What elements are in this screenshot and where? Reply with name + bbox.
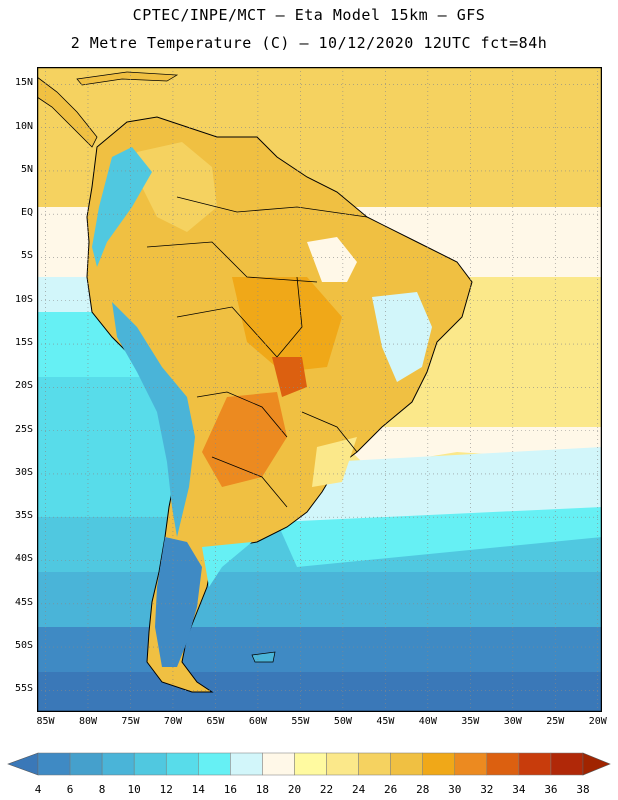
colorbar-tick-label: 34 [512,783,526,796]
region-east-highlands-cool [372,292,432,382]
colorbar-segment [454,752,488,776]
lat-tick-label: 40S [14,553,33,565]
lat-tick-label: 15N [14,77,33,89]
colorbar-tick-label: 36 [544,783,558,796]
lat-tick-label: 15S [14,337,33,349]
colorbar-segment [262,752,295,776]
lon-tick-label: 40W [418,716,437,727]
lon-tick-label: 20W [588,716,607,727]
colorbar-tick-label: 38 [576,783,590,796]
lat-tick-label: 35S [14,510,33,522]
lon-tick-label: 65W [206,716,225,727]
colorbar-tick-label: 30 [448,783,462,796]
colorbar-segment [165,752,199,776]
colorbar-segment [518,752,552,776]
colorbar-tick-label: 26 [384,783,398,796]
lat-tick-label: 30S [14,466,33,478]
lat-tick-label: 10S [14,293,33,305]
andes-central-cool [112,302,195,537]
colorbar-segment [390,752,423,776]
lon-tick-label: 30W [503,716,522,727]
lon-tick-label: 55W [291,716,310,727]
colorbar-tick-label: 28 [416,783,430,796]
colorbar-tick-label: 22 [319,783,334,796]
colorbar-segment [550,752,584,776]
lat-tick-label: 25S [14,423,33,435]
colorbar-tick-label: 10 [127,783,141,796]
colorbar-arrow-high [582,752,611,776]
colorbar-segment [358,752,391,776]
lon-tick-label: 45W [376,716,395,727]
lon-tick-label: 75W [121,716,140,727]
colorbar-tick-label: 6 [66,783,74,796]
lat-tick-label: 5N [20,163,33,175]
country-borders [146,196,368,508]
colorbar-tick-label: 14 [191,783,205,796]
lon-tick-label: 35W [461,716,480,727]
patagonia-cool [155,537,202,667]
lat-tick-label: 50S [14,640,33,652]
region-pantanal-hot [272,357,307,397]
colorbar-tick-label: 4 [34,783,42,796]
region-northwest-interior [137,142,217,232]
chart-title-line1: CPTEC/INPE/MCT – Eta Model 15km – GFS [132,6,486,24]
central-america-landmass [37,76,98,148]
chart-title-line2: 2 Metre Temperature (C) – 10/12/2020 12U… [70,34,548,52]
colorbar [7,752,611,776]
lat-tick-label: 55S [14,683,33,695]
atlantic-band-38s [277,507,602,567]
lat-tick-label: 45S [14,596,33,608]
lat-tick-label: 10N [14,120,33,132]
lon-tick-label: 60W [248,716,267,727]
lon-tick-label: 80W [78,716,97,727]
ocean-band-45s [37,572,602,632]
lat-tick-label: 5S [20,250,33,262]
region-chaco-hot [202,392,287,487]
region-central-brazil [232,277,342,372]
colorbar-tick-label: 32 [480,783,494,796]
colorbar-tick-label: 16 [223,783,237,796]
lon-tick-label: 50W [333,716,352,727]
lon-tick-label: 70W [163,716,182,727]
colorbar-arrow-low [7,752,39,776]
ocean-band-55s [37,672,602,712]
colorbar-segment [326,752,359,776]
lat-tick-label: EQ [20,207,33,219]
colorbar-segment [101,752,135,776]
lat-tick-label: 20S [14,380,33,392]
colorbar-tick-label: 24 [351,783,366,796]
colorbar-segment [294,752,327,776]
region-south-brazil [312,437,357,487]
map-border [37,67,602,712]
ocean-band-50s [37,627,602,677]
colorbar-tick-label: 12 [159,783,173,796]
colorbar-segment [69,752,103,776]
colorbar-tick-label: 20 [287,783,302,796]
atlantic-band-33s [287,447,602,527]
colorbar-segment [486,752,520,776]
patagonia-plateau [202,542,252,587]
lon-tick-label: 85W [36,716,55,727]
colorbar-tick-label: 8 [98,783,106,796]
temperature-map [37,67,602,712]
lon-tick-label: 25W [546,716,565,727]
colorbar-tick-label: 18 [255,783,270,796]
colorbar-segment [133,752,167,776]
colorbar-segment [37,752,71,776]
caribbean-islands [76,71,179,86]
andes-north-cool [92,147,152,267]
colorbar-segment [422,752,456,776]
colorbar-segment [198,752,231,776]
region-amazon-cool-spot [307,237,357,282]
colorbar-segment [230,752,263,776]
